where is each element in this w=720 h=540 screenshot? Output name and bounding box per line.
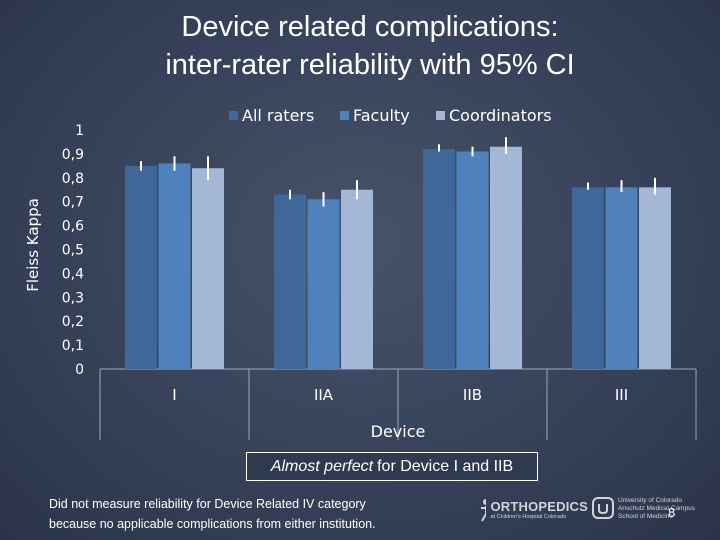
bar [572, 187, 604, 369]
title-line-2: inter-rater reliability with 95% CI [165, 49, 575, 81]
cu-line-2: Anschutz Medical Campus [618, 505, 695, 512]
bar [423, 149, 455, 369]
legend-label: Faculty [353, 106, 410, 125]
y-tick-label: 0,7 [62, 195, 84, 211]
title-line-1: Device related complications: [181, 11, 559, 43]
figure-icon [481, 499, 487, 522]
y-tick-label: 0,3 [62, 290, 84, 306]
legend-swatch [436, 111, 445, 120]
x-tick-label: I [172, 386, 176, 404]
bars [125, 146, 671, 369]
y-tick-label: 0,1 [62, 338, 84, 354]
footnote: Did not measure reliability for Device R… [49, 494, 449, 534]
y-tick-label: 0,2 [62, 314, 84, 330]
bar [307, 199, 340, 369]
orthopedics-logo: ORTHOPEDICS at Children's Hospital Color… [478, 497, 588, 523]
y-tick-label: 0,5 [62, 243, 84, 259]
footnote-line-2: because no applicable complications from… [49, 517, 376, 531]
footnote-line-1: Did not measure reliability for Device R… [49, 497, 366, 511]
callout-text: for Device I and IIB [377, 457, 514, 475]
legend-label: Coordinators [449, 106, 552, 125]
slide-number: 8 [668, 505, 676, 520]
x-tick-label: III [615, 386, 628, 404]
bar [341, 189, 373, 369]
legend-swatch [229, 111, 238, 120]
error-bars [140, 137, 656, 207]
x-tick-label: IIB [463, 386, 482, 404]
cu-emblem-icon [592, 497, 614, 519]
y-tick-label: 0,8 [62, 171, 84, 187]
y-tick-label: 0,9 [62, 147, 84, 163]
legend-label: All raters [242, 106, 314, 125]
y-tick-label: 0 [75, 362, 84, 378]
bar [639, 187, 671, 369]
bar [605, 187, 638, 369]
callout-emphasis: Almost perfect [270, 457, 374, 475]
bar [490, 146, 522, 369]
callout-box: Almost perfect for Device I and IIB [246, 452, 538, 481]
cu-logo: University of Colorado Anschutz Medical … [592, 497, 714, 531]
bar [192, 168, 224, 369]
cu-line-3: School of Medicine [618, 513, 673, 520]
y-tick-label: 1 [75, 123, 84, 139]
orthopedics-name: ORTHOPEDICS [490, 498, 588, 514]
cu-line-1: University of Colorado [618, 497, 682, 504]
y-tick-label: 0,6 [62, 219, 84, 235]
x-axis-label: Device [371, 422, 426, 441]
legend: All raters Faculty Coordinators [229, 106, 552, 125]
slide-title: Device related complications: inter-rate… [80, 8, 660, 84]
y-axis-label: Fleiss Kappa [24, 198, 42, 292]
bar [125, 165, 157, 369]
bar [456, 151, 489, 369]
y-tick-label: 0,4 [62, 266, 84, 282]
x-tick-label: IIA [314, 386, 334, 404]
legend-swatch [340, 111, 349, 120]
bar [274, 194, 306, 369]
orthopedics-sub: at Children's Hospital Colorado [490, 513, 567, 520]
y-axis: 0 0,1 0,2 0,3 0,4 0,5 0,6 0,7 0,8 0,9 1 [62, 123, 84, 378]
bar [158, 163, 191, 369]
